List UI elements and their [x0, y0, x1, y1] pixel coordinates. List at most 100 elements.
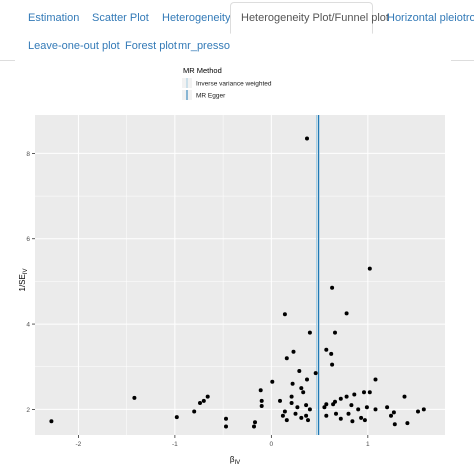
- data-point: [304, 403, 309, 408]
- data-point: [338, 396, 343, 401]
- data-point: [405, 421, 410, 426]
- data-point: [331, 402, 336, 407]
- tab-mr-presso[interactable]: mr_presso: [178, 40, 230, 52]
- y-tick-label: 2: [26, 407, 30, 414]
- data-point: [192, 409, 197, 414]
- data-point: [344, 394, 349, 399]
- data-point: [299, 386, 304, 391]
- y-tick-label: 8: [26, 151, 30, 158]
- x-tick-label: 0: [270, 441, 274, 448]
- data-point: [334, 411, 338, 416]
- data-point: [350, 419, 355, 424]
- tab-heterogeneity[interactable]: Heterogeneity: [162, 12, 231, 24]
- data-points: [49, 136, 426, 429]
- data-point: [198, 401, 202, 405]
- data-point: [344, 311, 349, 316]
- data-point: [253, 420, 257, 425]
- data-point: [291, 349, 296, 354]
- tab-estimation[interactable]: Estimation: [28, 12, 80, 24]
- data-point: [293, 411, 298, 416]
- funnel-plot-svg: MR Method Inverse variance weighted MR E…: [18, 66, 445, 466]
- data-point: [389, 413, 393, 418]
- x-tick-label: -2: [76, 441, 82, 448]
- plot-panel: [35, 115, 445, 435]
- data-point: [307, 330, 312, 335]
- data-point: [297, 369, 302, 373]
- data-point: [330, 362, 335, 367]
- data-point: [289, 394, 294, 399]
- data-point: [289, 401, 294, 405]
- data-point: [282, 312, 287, 317]
- data-point: [284, 356, 289, 361]
- data-point: [174, 415, 179, 420]
- y-axis-ticks: 2 4 6 8: [26, 151, 35, 414]
- data-point: [49, 419, 54, 424]
- data-point: [324, 402, 329, 407]
- data-point: [362, 390, 366, 395]
- data-point: [284, 418, 289, 423]
- funnel-plot: MR Method Inverse variance weighted MR E…: [15, 60, 451, 468]
- data-point: [301, 390, 306, 395]
- tab-forest-plot[interactable]: Forest plot: [125, 40, 177, 52]
- tab-heterogeneity-funnel-plot[interactable]: Heterogeneity Plot/Funnel plot: [230, 2, 389, 34]
- data-point: [367, 390, 372, 395]
- data-point: [421, 407, 426, 412]
- data-point: [304, 413, 309, 418]
- data-point: [349, 403, 354, 408]
- data-point: [362, 418, 367, 423]
- tab-horizontal-pleiotropy[interactable]: Horizontal pleiotropy: [387, 12, 474, 24]
- data-point: [373, 407, 378, 412]
- data-point: [367, 266, 372, 271]
- data-point: [338, 416, 343, 421]
- data-point: [259, 404, 264, 408]
- data-point: [270, 379, 275, 384]
- data-point: [305, 377, 309, 382]
- data-point: [299, 415, 304, 420]
- x-tick-label: 1: [366, 441, 370, 448]
- data-point: [224, 416, 228, 421]
- method-lines: [316, 115, 320, 435]
- x-tick-label: -1: [172, 441, 178, 448]
- legend-title: MR Method: [183, 66, 222, 75]
- data-point: [224, 424, 228, 429]
- data-point: [359, 415, 364, 420]
- data-point: [282, 409, 287, 414]
- data-point: [259, 398, 264, 403]
- data-point: [295, 405, 300, 410]
- data-point: [132, 395, 137, 400]
- data-point: [322, 405, 327, 410]
- tab-leave-one-out-plot[interactable]: Leave-one-out plot: [28, 40, 120, 52]
- data-point: [391, 410, 396, 415]
- data-point: [258, 388, 263, 393]
- data-point: [352, 392, 357, 397]
- data-point: [205, 394, 210, 399]
- x-axis-ticks: -2 -1 0 1: [76, 435, 370, 448]
- data-point: [346, 411, 351, 416]
- data-point: [416, 409, 420, 414]
- data-point: [313, 371, 318, 376]
- data-point: [324, 413, 329, 418]
- data-point: [392, 422, 397, 427]
- y-axis-label: 1/SEIV: [18, 268, 29, 291]
- x-axis-label: βIV: [230, 455, 240, 466]
- data-point: [307, 407, 312, 412]
- data-point: [252, 424, 256, 429]
- data-point: [290, 381, 295, 386]
- y-tick-label: 4: [26, 322, 30, 329]
- data-point: [356, 407, 361, 412]
- data-point: [278, 398, 282, 403]
- data-point: [329, 351, 334, 356]
- y-tick-label: 6: [26, 236, 30, 243]
- tab-scatter-plot[interactable]: Scatter Plot: [92, 12, 149, 24]
- data-point: [280, 413, 285, 418]
- legend-label-egger: MR Egger: [196, 93, 226, 100]
- data-point: [333, 330, 337, 335]
- data-point: [305, 136, 309, 141]
- data-point: [364, 405, 369, 410]
- data-point: [201, 398, 206, 403]
- data-point: [306, 418, 310, 423]
- data-point: [373, 377, 378, 382]
- data-point: [402, 394, 407, 399]
- legend-label-ivw: Inverse variance weighted: [196, 81, 272, 88]
- tab-bar: Estimation Scatter Plot Heterogeneity He…: [0, 0, 474, 61]
